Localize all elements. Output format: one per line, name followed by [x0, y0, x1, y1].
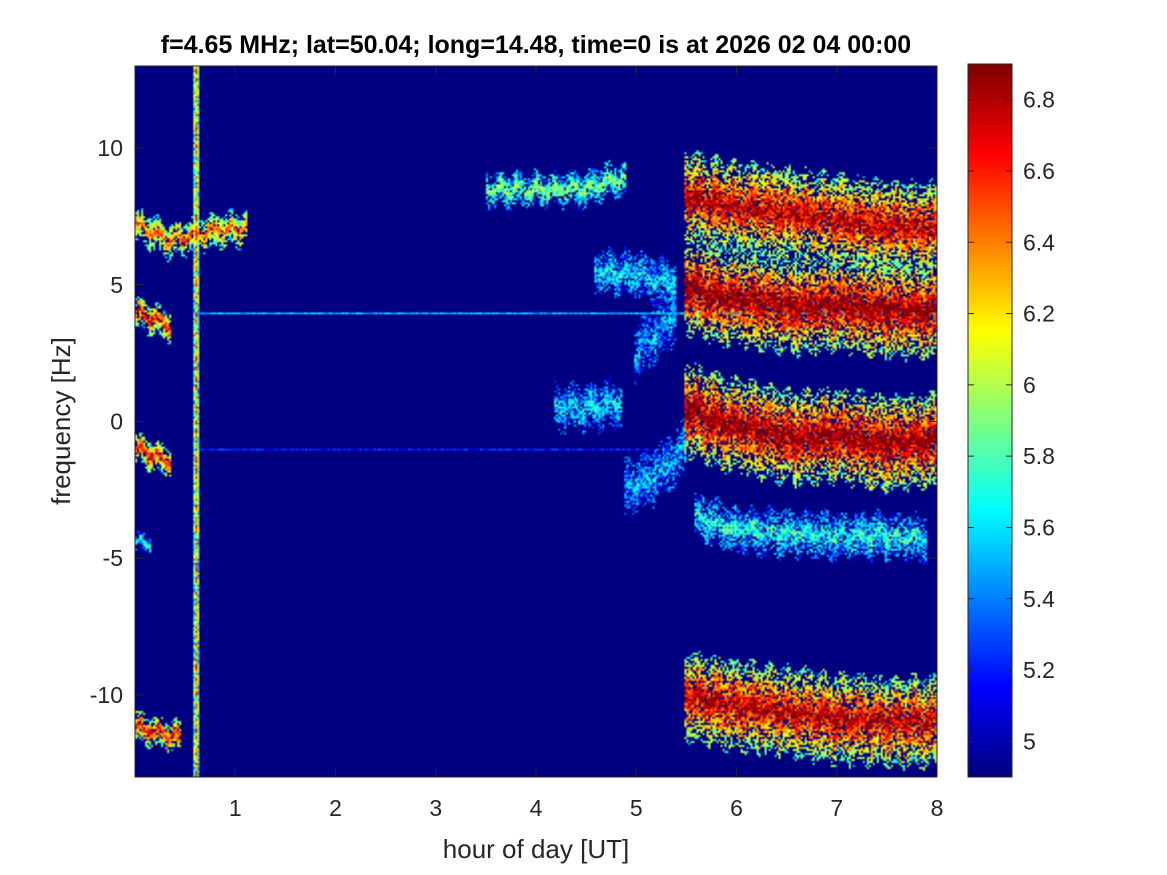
spectrogram-heatmap [135, 66, 937, 777]
colorbar-tick-label: 5.8 [1023, 443, 1055, 469]
y-axis-label: frequency [Hz] [46, 337, 76, 505]
colorbar-tick-label: 6.8 [1023, 87, 1055, 113]
y-tick-label: 5 [110, 272, 123, 298]
colorbar-tick-label: 5.4 [1023, 586, 1055, 612]
x-tick-label: 6 [730, 795, 743, 821]
colorbar-tick-label: 6.2 [1023, 301, 1055, 327]
y-axis: -10 -5 0 5 10 [90, 135, 937, 708]
x-tick-label: 4 [530, 795, 543, 821]
colorbar-ticks: 5 5.2 5.4 5.6 5.8 6 6.2 6.4 6.6 6.8 [968, 87, 1055, 754]
x-axis: 1 2 3 4 5 6 7 8 [229, 66, 944, 821]
x-tick-label: 8 [931, 795, 944, 821]
x-tick-label: 7 [830, 795, 843, 821]
x-tick-label: 5 [630, 795, 643, 821]
colorbar-frame [967, 63, 1013, 778]
colorbar-tick-label: 5 [1023, 728, 1036, 754]
colorbar-tick-label: 6.6 [1023, 158, 1055, 184]
y-tick-label: 10 [97, 135, 123, 161]
colorbar: 5 5.2 5.4 5.6 5.8 6 6.2 6.4 6.6 6.8 [967, 63, 1055, 778]
x-tick-label: 1 [229, 795, 242, 821]
plot-area [134, 65, 938, 778]
colorbar-tick-label: 6 [1023, 372, 1036, 398]
y-tick-label: 0 [110, 409, 123, 435]
x-tick-label: 2 [329, 795, 342, 821]
colorbar-gradient [968, 64, 1012, 777]
y-tick-label: -5 [103, 545, 123, 571]
x-axis-label: hour of day [UT] [443, 834, 629, 864]
y-tick-label: -10 [90, 682, 123, 708]
chart-title: f=4.65 MHz; lat=50.04; long=14.48, time=… [161, 31, 911, 59]
x-tick-label: 3 [429, 795, 442, 821]
colorbar-tick-label: 5.2 [1023, 657, 1055, 683]
colorbar-tick-label: 5.6 [1023, 514, 1055, 540]
colorbar-tick-label: 6.4 [1023, 229, 1055, 255]
